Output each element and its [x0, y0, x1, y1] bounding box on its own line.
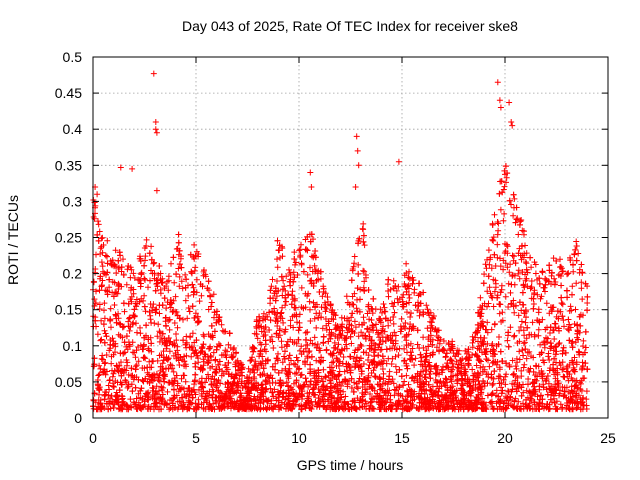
- x-axis-label: GPS time / hours: [297, 457, 404, 473]
- data-point-markers: [92, 70, 516, 198]
- grid-lines: [93, 57, 608, 418]
- chart-title: Day 043 of 2025, Rate Of TEC Index for r…: [182, 18, 518, 34]
- y-tick-label: 0.2: [63, 266, 83, 282]
- x-tick-label: 0: [89, 430, 97, 446]
- y-tick-label: 0.1: [63, 338, 83, 354]
- x-tick-label: 15: [394, 430, 410, 446]
- y-tick-label: 0: [74, 410, 82, 426]
- y-tick-label: 0.4: [63, 121, 83, 137]
- y-tick-label: 0.5: [63, 49, 83, 65]
- y-tick-label: 0.15: [55, 302, 82, 318]
- x-tick-label: 10: [291, 430, 307, 446]
- data-point-markers: [94, 189, 591, 413]
- x-tick-label: 25: [600, 430, 616, 446]
- y-tick-label: 0.05: [55, 374, 82, 390]
- x-tick-label: 5: [192, 430, 200, 446]
- y-tick-label: 0.45: [55, 85, 82, 101]
- y-tick-label: 0.3: [63, 193, 83, 209]
- y-axis-label: ROTI / TECUs: [5, 195, 21, 285]
- data-point-markers: [90, 170, 591, 413]
- y-tick-label: 0.25: [55, 230, 82, 246]
- data-point-markers: [93, 163, 589, 413]
- data-points: [90, 70, 591, 413]
- y-tick-label: 0.35: [55, 157, 82, 173]
- x-tick-label: 20: [497, 430, 513, 446]
- axis-ticks: 0 5 10 15 20 25 0 0.05 0.1 0.15 0.2 0.25 0.3 0.35 0.4 0…: [55, 49, 616, 446]
